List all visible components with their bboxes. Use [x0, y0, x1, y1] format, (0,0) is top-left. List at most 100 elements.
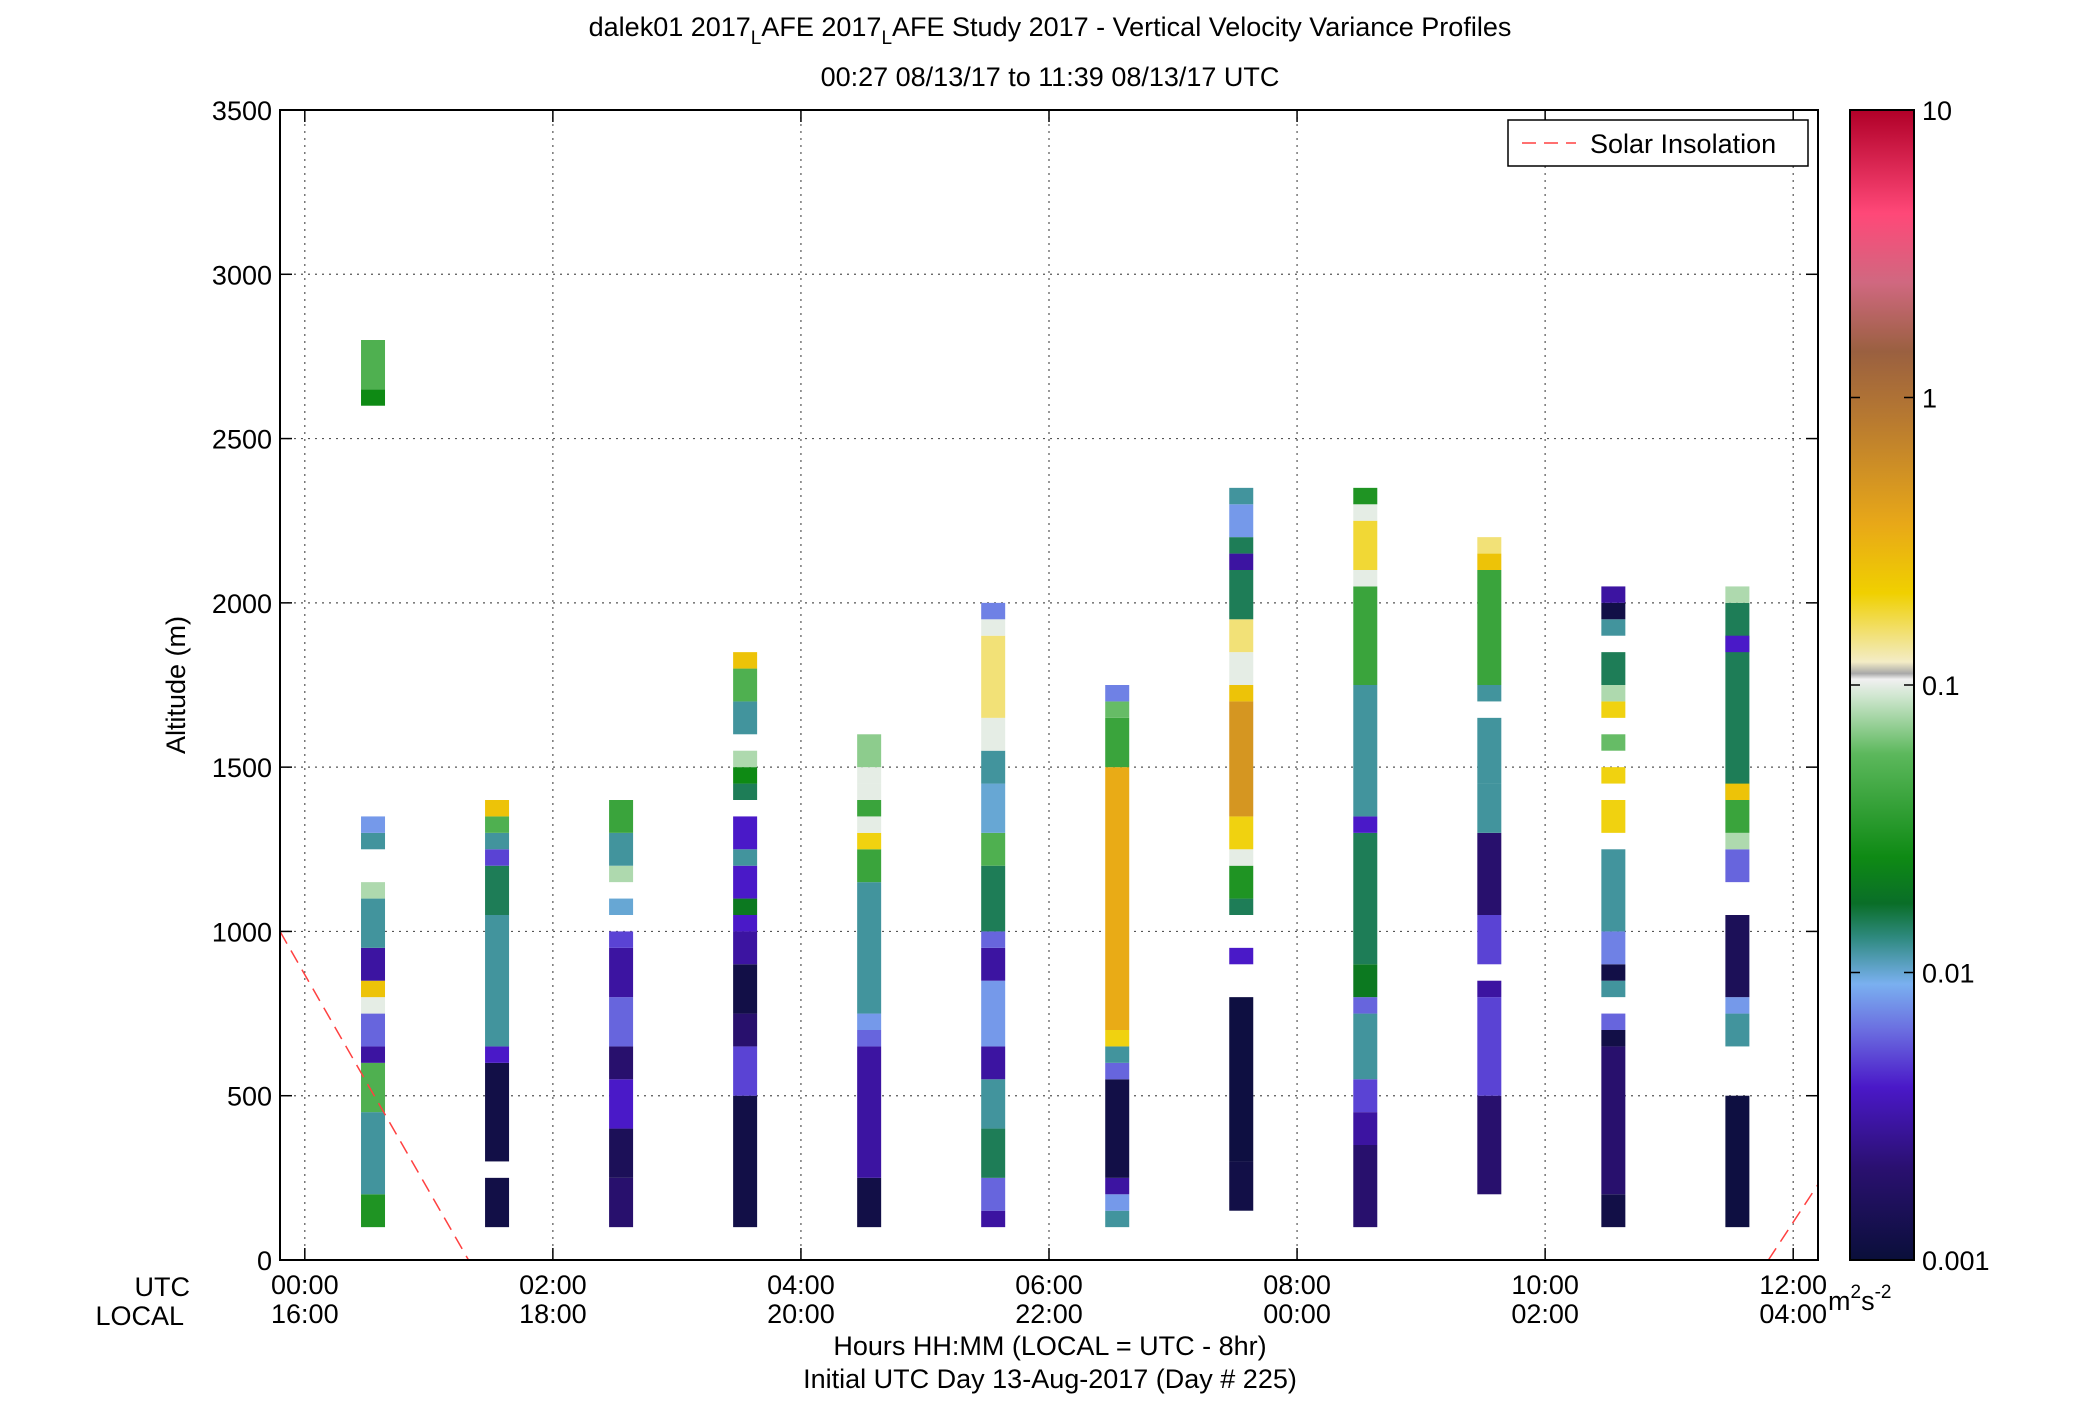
variance-cell — [857, 882, 882, 1014]
variance-cell — [733, 898, 758, 915]
colorbar-tick-label: 10 — [1922, 96, 1952, 126]
title-subscript-1: L — [751, 28, 762, 49]
variance-cell — [1725, 783, 1750, 800]
variance-cell — [857, 816, 882, 833]
variance-cell — [857, 1013, 882, 1030]
variance-cell — [857, 832, 882, 850]
variance-cell — [1725, 1095, 1750, 1228]
variance-cell — [1601, 685, 1626, 702]
y-axis-label: Altitude (m) — [161, 616, 191, 754]
variance-cell — [1229, 1161, 1254, 1211]
variance-cell — [1601, 980, 1626, 998]
variance-cell — [733, 931, 758, 965]
variance-cell — [609, 947, 634, 998]
solar-insolation-segment — [1767, 1184, 1819, 1261]
profile-column-0433 — [857, 734, 882, 1228]
variance-cell — [1477, 997, 1502, 1096]
legend: Solar Insolation — [1507, 119, 1809, 167]
variance-cell — [1601, 1013, 1626, 1030]
variance-cell — [1477, 1095, 1502, 1195]
variance-cell — [361, 1046, 386, 1063]
variance-cell — [1601, 1046, 1626, 1195]
variance-cell — [1601, 849, 1626, 932]
variance-cell — [485, 1177, 510, 1228]
variance-cell — [981, 783, 1006, 833]
x-row-label-utc: UTC — [135, 1272, 191, 1302]
variance-cell — [1477, 832, 1502, 915]
x-axis-sublabel: Initial UTC Day 13-Aug-2017 (Day # 225) — [803, 1364, 1297, 1394]
variance-cell — [609, 865, 634, 883]
variance-cell — [1229, 553, 1254, 570]
variance-cell — [361, 816, 386, 833]
variance-cell — [1477, 717, 1502, 784]
variance-cell — [733, 964, 758, 1014]
variance-cell — [1353, 685, 1378, 817]
variance-cell — [981, 602, 1006, 620]
variance-cell — [1105, 1062, 1130, 1080]
variance-cell — [1353, 1013, 1378, 1080]
variance-cell — [485, 800, 510, 817]
variance-cell — [733, 668, 758, 702]
variance-cell — [981, 619, 1006, 636]
variance-cell — [1477, 570, 1502, 685]
y-tick-label: 1500 — [212, 753, 272, 783]
variance-cell — [857, 767, 882, 784]
x-tick-label-utc: 08:00 — [1263, 1270, 1331, 1300]
profile-column-0333 — [733, 652, 758, 1228]
variance-cell — [981, 1128, 1006, 1178]
variance-cell — [733, 783, 758, 800]
colorbar-tick-label: 0.1 — [1922, 671, 1960, 701]
y-tick-label: 3000 — [212, 260, 272, 290]
variance-cell — [1353, 586, 1378, 685]
variance-cell — [733, 1046, 758, 1096]
variance-cell — [485, 865, 510, 915]
x-tick-label-utc: 02:00 — [519, 1270, 587, 1300]
y-tick-label: 1000 — [212, 917, 272, 947]
variance-cell — [1725, 586, 1750, 603]
variance-cell — [609, 997, 634, 1047]
profile-column-1033 — [1601, 586, 1626, 1228]
y-tick-label: 0 — [257, 1246, 272, 1276]
x-tick-label-local: 04:00 — [1759, 1299, 1827, 1329]
variance-cell — [1353, 997, 1378, 1014]
variance-cell — [1229, 816, 1254, 850]
solar-insolation-segment — [279, 931, 470, 1261]
variance-cell — [1105, 701, 1130, 718]
variance-cell — [1477, 915, 1502, 965]
profile-column-0233 — [609, 800, 634, 1228]
variance-cell — [857, 1030, 882, 1047]
variance-cell — [981, 832, 1006, 866]
variance-cell — [485, 816, 510, 833]
x-tick-label-local: 00:00 — [1263, 1299, 1331, 1329]
x-tick-label-utc: 00:00 — [271, 1270, 339, 1300]
variance-cell — [733, 1013, 758, 1047]
variance-cell — [361, 1013, 386, 1047]
variance-cell — [1601, 800, 1626, 833]
profile-columns — [361, 340, 1750, 1228]
variance-cell — [1105, 1210, 1130, 1228]
variance-cell — [857, 734, 882, 768]
chart-title-line2: 00:27 08/13/17 to 11:39 08/13/17 UTC — [821, 62, 1280, 92]
variance-cell — [1229, 997, 1254, 1162]
y-axis: 0 500 1000 1500 2000 2500 3000 3500 — [212, 96, 1818, 1276]
x-tick-labels: 00:0016:0002:0018:0004:0020:0006:0022:00… — [271, 1270, 1827, 1329]
variance-cell — [1229, 537, 1254, 554]
variance-cell — [1601, 619, 1626, 636]
profile-column-0733 — [1229, 487, 1254, 1211]
profile-column-1133 — [1725, 586, 1750, 1228]
variance-cell — [1105, 1194, 1130, 1211]
colorbar-tick-label: 0.001 — [1922, 1246, 1990, 1276]
variance-cell — [609, 1079, 634, 1129]
variance-cell — [857, 1046, 882, 1178]
variance-cell — [733, 750, 758, 768]
variance-cell — [1477, 783, 1502, 833]
variance-cell — [1353, 520, 1378, 570]
variance-cell — [1353, 832, 1378, 965]
x-tick-label-utc: 12:00 — [1759, 1270, 1827, 1300]
variance-cell — [1725, 635, 1750, 653]
variance-cell — [733, 915, 758, 932]
variance-cell — [733, 849, 758, 866]
variance-cell — [733, 1095, 758, 1228]
variance-cell — [857, 849, 882, 883]
